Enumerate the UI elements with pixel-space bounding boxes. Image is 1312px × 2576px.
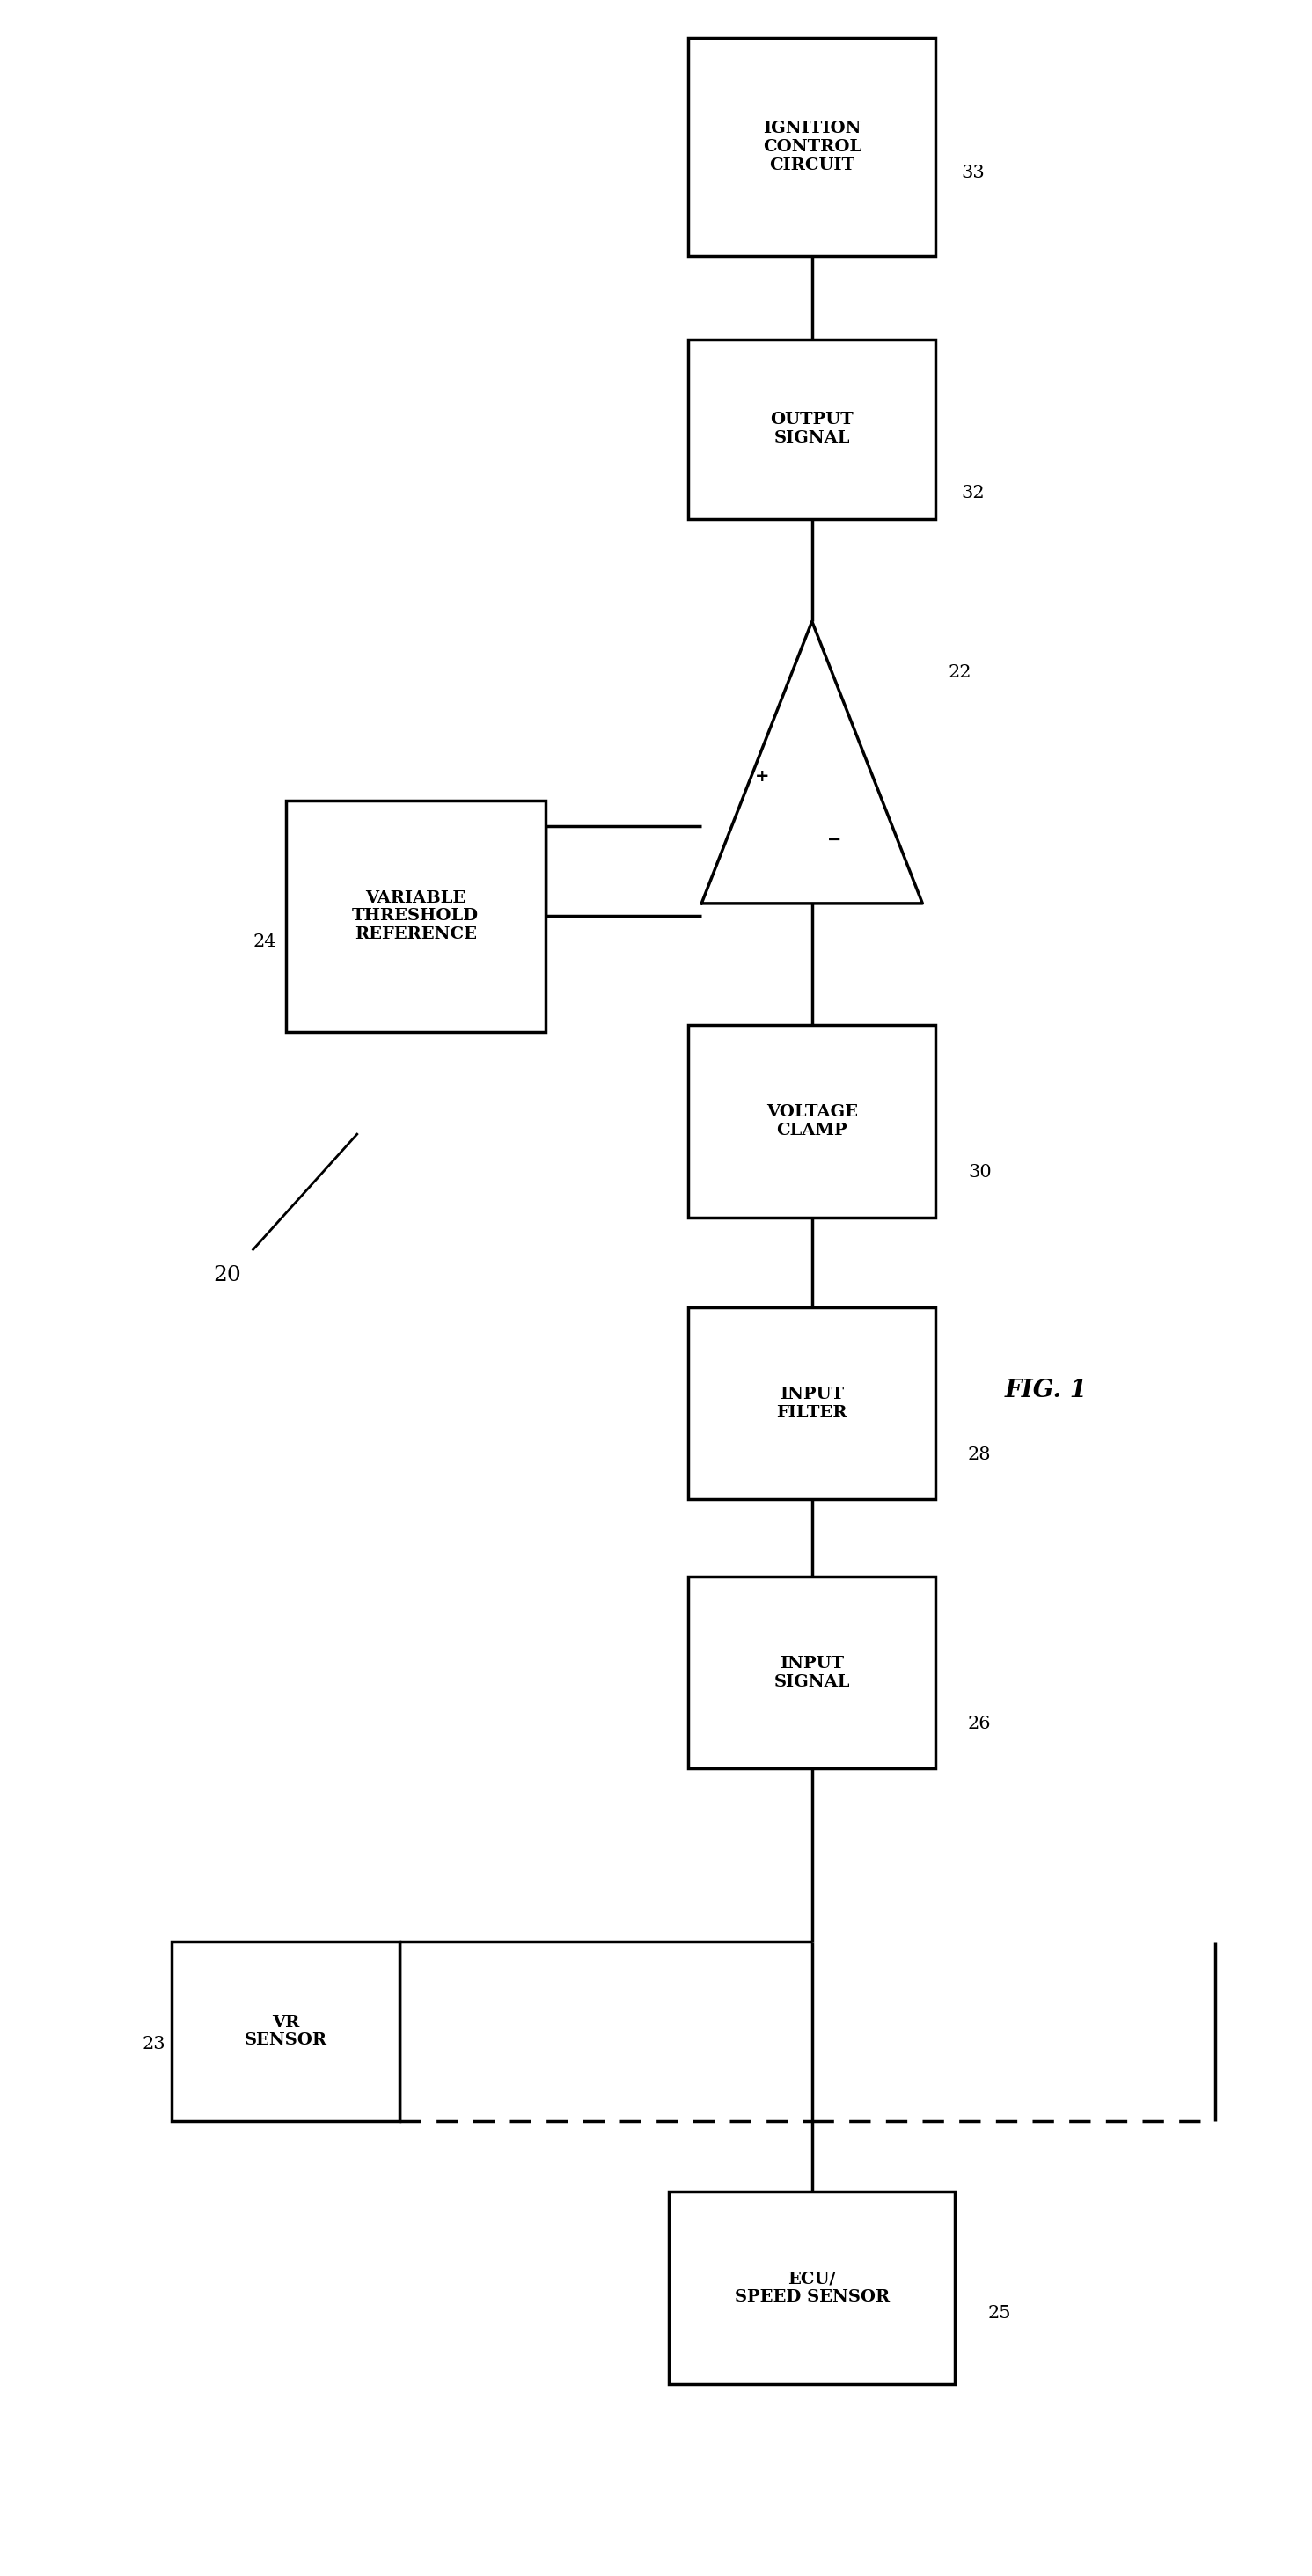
Text: VARIABLE
THRESHOLD
REFERENCE: VARIABLE THRESHOLD REFERENCE [352,891,479,943]
Text: 33: 33 [962,165,985,180]
Bar [172,1942,399,2120]
Text: −: − [827,832,841,848]
Text: +: + [754,768,770,786]
Text: IGNITION
CONTROL
CIRCUIT: IGNITION CONTROL CIRCUIT [762,121,861,173]
Bar [689,1025,935,1218]
Text: 30: 30 [968,1164,992,1180]
Bar [689,340,935,518]
Bar [689,39,935,255]
Text: OUTPUT
SIGNAL: OUTPUT SIGNAL [770,412,854,446]
Bar [689,1577,935,1770]
Bar [669,2192,955,2383]
Text: 28: 28 [968,1445,992,1463]
Text: 20: 20 [213,1265,241,1285]
Text: 22: 22 [949,665,972,680]
Bar [689,1306,935,1499]
Text: VR
SENSOR: VR SENSOR [244,2014,327,2048]
Text: 24: 24 [253,933,277,951]
Text: 26: 26 [968,1716,992,1731]
Text: VOLTAGE
CLAMP: VOLTAGE CLAMP [766,1105,858,1139]
Text: INPUT
FILTER: INPUT FILTER [777,1386,848,1419]
Text: FIG. 1: FIG. 1 [1005,1378,1088,1401]
Text: 25: 25 [988,2306,1010,2321]
Text: 23: 23 [143,2035,167,2053]
Text: ECU/
SPEED SENSOR: ECU/ SPEED SENSOR [735,2272,890,2306]
Bar [286,801,546,1030]
Text: 32: 32 [962,484,985,502]
Text: INPUT
SIGNAL: INPUT SIGNAL [774,1656,850,1690]
